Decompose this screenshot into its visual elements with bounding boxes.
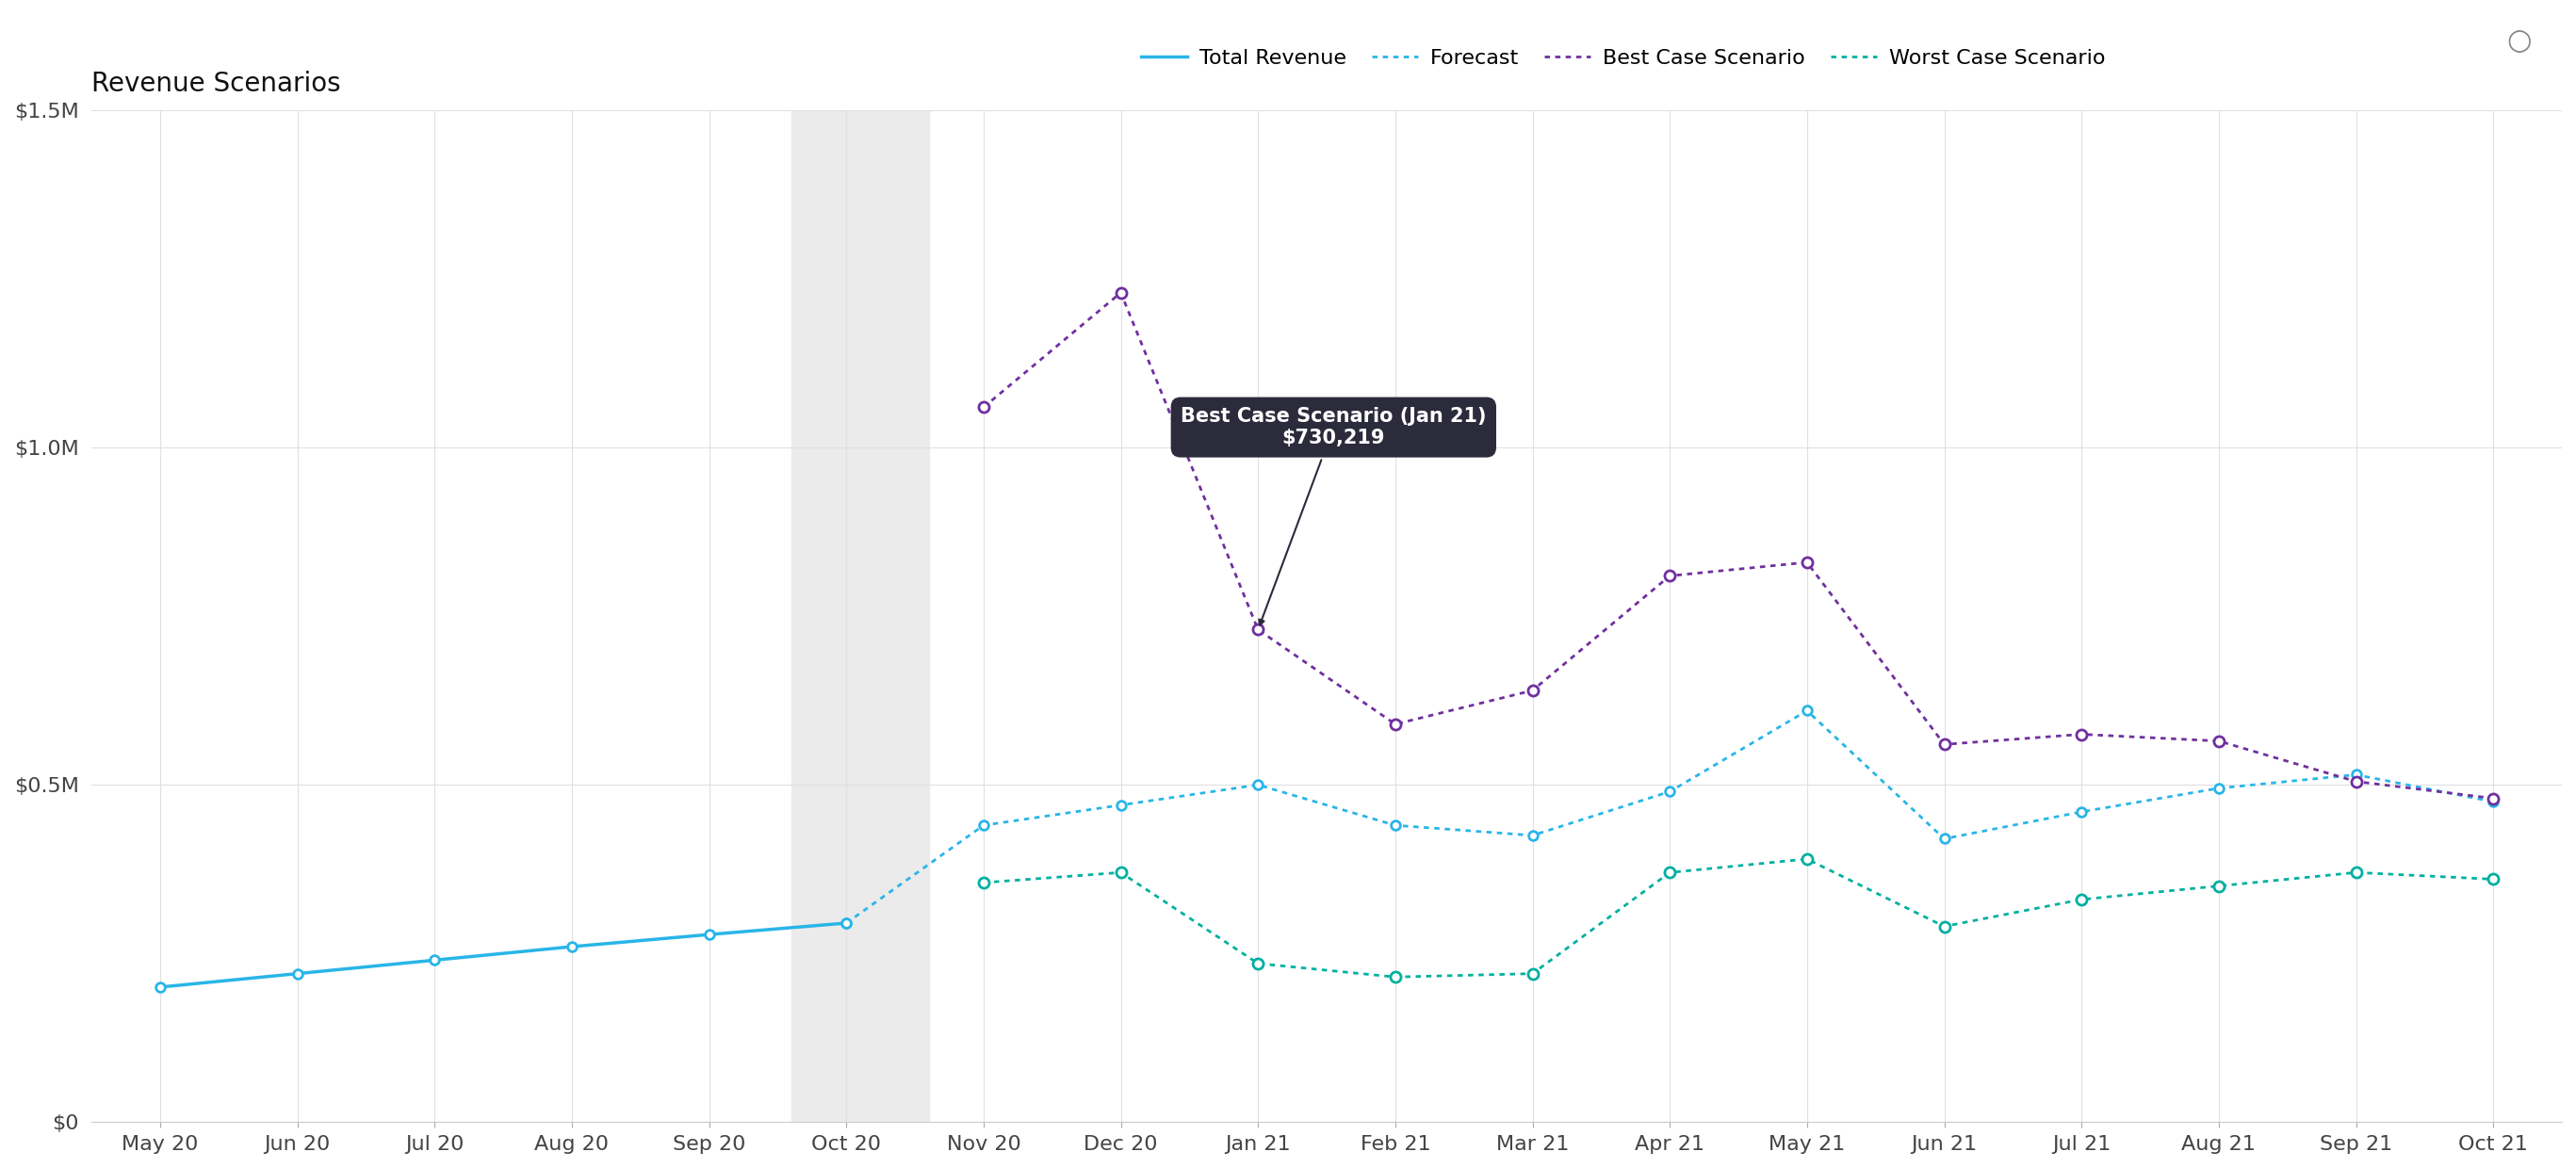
Legend: Total Revenue, Forecast, Best Case Scenario, Worst Case Scenario: Total Revenue, Forecast, Best Case Scena… — [1133, 40, 2115, 76]
Bar — [791, 111, 930, 1122]
Text: Best Case Scenario (Jan 21)
$730,219: Best Case Scenario (Jan 21) $730,219 — [1180, 406, 1486, 625]
Text: Revenue Scenarios: Revenue Scenarios — [93, 70, 340, 97]
Text: ○: ○ — [2506, 27, 2532, 55]
